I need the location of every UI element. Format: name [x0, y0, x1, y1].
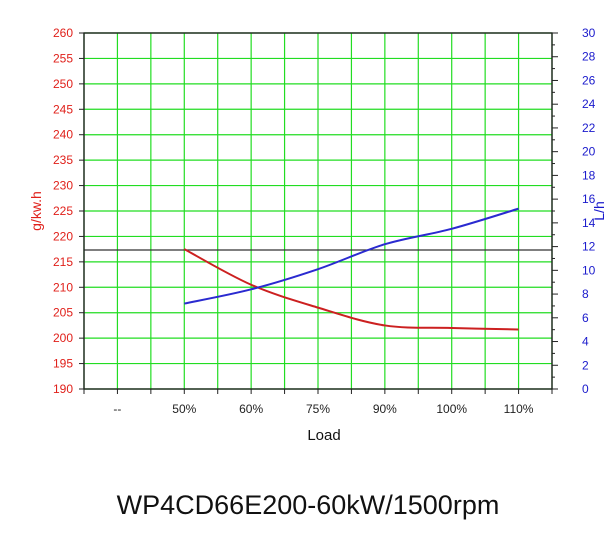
grid-lines: [83, 32, 553, 390]
right-y-tick-label: 26: [582, 73, 596, 87]
series-line-fuel-consumption: [183, 248, 519, 331]
right-y-tick-label: 0: [582, 382, 589, 396]
right-y-tick-label: 12: [582, 240, 596, 254]
left-y-tick-label: 220: [53, 229, 73, 243]
left-y-tick-label: 225: [53, 204, 73, 218]
right-y-tick-label: 8: [582, 287, 589, 301]
left-y-tick-label: 190: [53, 382, 73, 396]
right-y-tick-label: 24: [582, 97, 596, 111]
left-y-axis: 190 195 200 205 210 215 220 225 230 235 240 245 250 2…: [53, 26, 84, 396]
y-axis-left-label: g/kw.h: [28, 191, 44, 231]
right-y-tick-label: 10: [582, 263, 596, 277]
left-y-tick-label: 205: [53, 306, 73, 320]
right-y-tick-label: 16: [582, 192, 596, 206]
left-y-tick-label: 210: [53, 280, 73, 294]
left-y-tick-label: 230: [53, 179, 73, 193]
left-y-tick-label: 255: [53, 51, 73, 65]
right-y-tick-label: 18: [582, 168, 596, 182]
right-y-tick-label: 28: [582, 50, 596, 64]
right-y-tick-label: 4: [582, 335, 589, 349]
left-y-tick-label: 240: [53, 128, 73, 142]
left-y-tick-label: 195: [53, 357, 73, 371]
right-y-tick-label: 6: [582, 311, 589, 325]
left-y-tick-label: 245: [53, 102, 73, 116]
left-y-tick-label: 235: [53, 153, 73, 167]
right-y-tick-label: 2: [582, 358, 589, 372]
y-axis-right-label: L/h: [591, 201, 607, 220]
x-tick-label: 60%: [239, 402, 263, 416]
x-axis-label: Load: [307, 427, 340, 444]
right-y-tick-label: 30: [582, 26, 596, 40]
series-lines: [183, 207, 519, 331]
right-y-tick-label: 20: [582, 145, 596, 159]
left-y-tick-label: 215: [53, 255, 73, 269]
left-y-tick-label: 250: [53, 77, 73, 91]
x-tick-label: 50%: [172, 402, 196, 416]
left-y-tick-label: 200: [53, 331, 73, 345]
x-axis: -- 50% 60% 75% 90% 100% 110%: [83, 389, 553, 416]
x-tick-label: 110%: [504, 402, 534, 416]
x-tick-label: 100%: [436, 402, 467, 416]
x-tick-label: 75%: [306, 402, 330, 416]
series-line-fuel-rate: [184, 207, 519, 305]
right-y-tick-label: 22: [582, 121, 596, 135]
x-tick-label: 90%: [373, 402, 397, 416]
x-tick-label: --: [113, 402, 121, 416]
right-y-tick-label: 14: [582, 216, 596, 230]
left-y-tick-label: 260: [53, 26, 73, 40]
chart-caption: WP4CD66E200-60kW/1500rpm: [116, 490, 500, 520]
